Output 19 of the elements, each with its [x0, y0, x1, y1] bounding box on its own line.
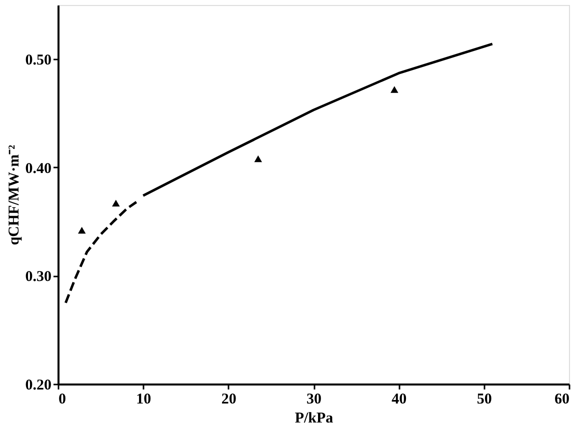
x-tick-label: 0: [58, 392, 66, 408]
line-series: [142, 42, 494, 197]
x-tick-label: 50: [476, 392, 492, 408]
x-tick-label: 20: [221, 392, 236, 408]
line-series: [64, 200, 138, 304]
x-tick-label: 10: [136, 392, 152, 408]
point: [78, 226, 86, 234]
x-tick-label: 60: [554, 392, 570, 408]
y-tick-label: 0.50: [25, 52, 52, 69]
point: [112, 200, 120, 207]
y-tick-label: 0.40: [25, 160, 52, 177]
y-tick-label: 0.30: [25, 269, 52, 286]
y-axis-title: qCHF/MW·m⁻²: [6, 144, 22, 246]
point: [254, 155, 262, 162]
x-tick-label: 30: [306, 392, 322, 408]
y-tick-label: 0.20: [25, 378, 52, 394]
x-tick-label: 40: [392, 392, 407, 408]
point: [390, 86, 398, 93]
x-axis-title: P/kPa: [294, 410, 334, 426]
